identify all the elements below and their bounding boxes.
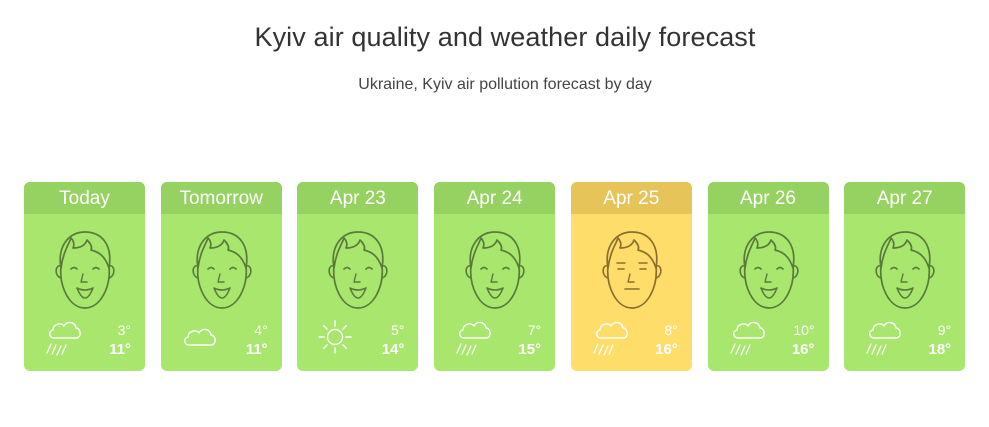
smile-face-icon — [459, 226, 531, 314]
smile-face-icon — [869, 226, 941, 314]
forecast-day-label: Today — [24, 182, 145, 214]
forecast-day-label: Apr 27 — [844, 182, 966, 214]
temperature-range: 10° 16° — [792, 320, 815, 360]
forecast-day-label: Tomorrow — [160, 182, 282, 214]
rain-icon — [452, 317, 492, 357]
forecast-card[interactable]: Apr 26 10° 16° — [707, 182, 829, 371]
rain-icon — [42, 317, 82, 357]
forecast-card[interactable]: Apr 27 9° 18° — [844, 182, 966, 371]
temperature-high: 15° — [518, 341, 542, 358]
temperature-high: 16° — [791, 341, 815, 358]
smile-face-icon — [733, 226, 805, 314]
sun-icon — [315, 317, 355, 357]
forecast-card[interactable]: Apr 25 8° 16° — [570, 182, 692, 371]
smile-face-icon — [49, 226, 121, 314]
temperature-low: 8° — [664, 322, 678, 338]
temperature-low: 10° — [793, 322, 815, 338]
temperature-low: 7° — [527, 322, 542, 338]
rain-icon — [589, 317, 629, 357]
temperature-low: 3° — [117, 322, 131, 338]
forecast-day-label: Apr 26 — [707, 182, 829, 214]
temperature-high: 18° — [928, 341, 952, 358]
temperature-range: 9° 18° — [929, 320, 952, 360]
page-title: Kyiv air quality and weather daily forec… — [254, 22, 756, 52]
forecast-card[interactable]: Today 3° 11° — [24, 182, 145, 371]
temperature-range: 4° 11° — [246, 320, 268, 360]
temperature-range: 7° 15° — [518, 320, 541, 360]
forecast-cards: Today 3° 11° Tomorrow 4° 11° Apr 23 5° 14° Apr 24… — [24, 182, 966, 371]
rain-icon — [862, 317, 902, 357]
temperature-range: 3° 11° — [109, 320, 131, 360]
temperature-low: 5° — [391, 322, 405, 338]
temperature-high: 11° — [245, 341, 268, 358]
smile-face-icon — [322, 226, 394, 314]
forecast-day-label: Apr 24 — [434, 182, 556, 214]
forecast-card[interactable]: Apr 23 5° 14° — [297, 182, 419, 371]
temperature-range: 8° 16° — [655, 320, 678, 360]
temperature-high: 11° — [109, 341, 131, 358]
forecast-day-label: Apr 25 — [570, 182, 692, 214]
neutral-face-icon — [596, 226, 668, 314]
smile-face-icon — [186, 226, 258, 314]
cloud-icon — [179, 317, 219, 357]
rain-icon — [726, 317, 766, 357]
forecast-card[interactable]: Tomorrow 4° 11° — [160, 182, 282, 371]
forecast-card[interactable]: Apr 24 7° 15° — [434, 182, 556, 371]
temperature-range: 5° 14° — [382, 320, 405, 360]
temperature-low: 4° — [254, 322, 268, 338]
page-subtitle: Ukraine, Kyiv air pollution forecast by … — [358, 76, 652, 93]
temperature-low: 9° — [937, 322, 952, 338]
temperature-high: 14° — [381, 341, 405, 358]
forecast-day-label: Apr 23 — [297, 182, 419, 214]
temperature-high: 16° — [655, 341, 678, 358]
